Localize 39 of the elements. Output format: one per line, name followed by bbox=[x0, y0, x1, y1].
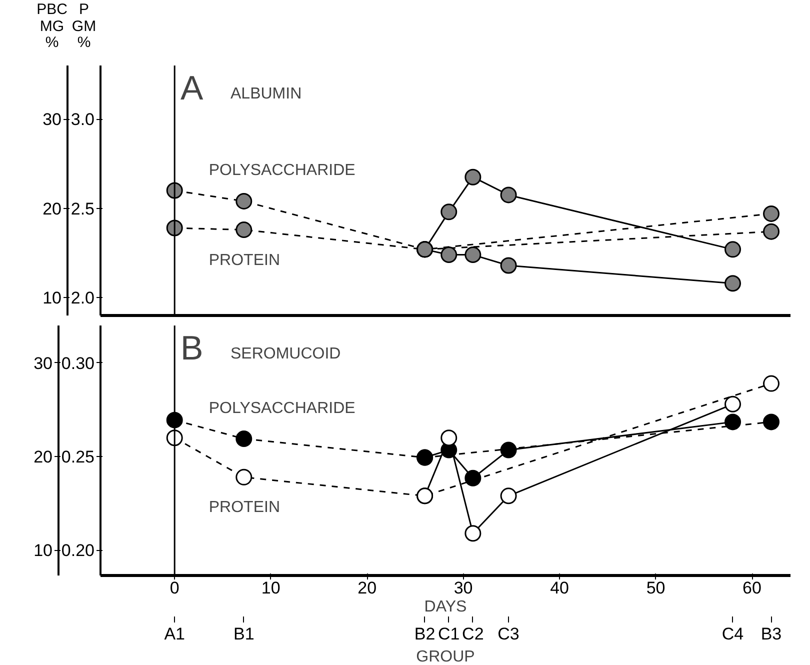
annotation: C2 bbox=[462, 624, 484, 644]
annotation: C3 bbox=[498, 624, 520, 644]
annotation: C1 bbox=[438, 624, 460, 644]
annotation: A1 bbox=[164, 624, 185, 644]
y-tick-label: 10 bbox=[34, 541, 53, 560]
ylabel: PBC MG % bbox=[36, 2, 68, 52]
annotation: B3 bbox=[760, 624, 782, 644]
chart-title: B bbox=[180, 330, 204, 368]
y2-tick-label: 0.20 bbox=[61, 541, 95, 560]
x-tick-label: 0 bbox=[170, 578, 180, 598]
x-tick-label: 40 bbox=[550, 578, 570, 598]
y2-tick-label: 0.30 bbox=[61, 354, 95, 373]
x-tick-label: 60 bbox=[742, 578, 762, 598]
annotation: B2 bbox=[414, 624, 436, 644]
y2-tick-label: 2.5 bbox=[70, 199, 95, 218]
text: SEROMUCOID bbox=[230, 346, 341, 362]
x-tick-label: 50 bbox=[646, 578, 666, 598]
series-label: PROTEIN bbox=[208, 499, 280, 516]
y2-tick-label: 2.0 bbox=[70, 288, 95, 308]
y-tick-label: 10 bbox=[42, 288, 62, 308]
series-label: POLYSACCHARIDE bbox=[208, 162, 356, 180]
annotation: B1 bbox=[233, 624, 254, 644]
x-tick-label: 10 bbox=[261, 578, 280, 598]
y-tick-label: 20 bbox=[34, 448, 53, 467]
x-tick-label: 30 bbox=[454, 578, 473, 598]
x2-axis-title: GROUP bbox=[416, 648, 475, 665]
annotation: C4 bbox=[722, 624, 744, 644]
text: ALBUMIN bbox=[230, 86, 302, 102]
series-label: PROTEIN bbox=[208, 252, 280, 269]
x-axis-title: DAYS bbox=[424, 598, 467, 616]
y-tick-label: 20 bbox=[42, 199, 62, 218]
chart-title: A bbox=[180, 70, 204, 108]
y2label: P GM % bbox=[72, 2, 96, 52]
series-label: POLYSACCHARIDE bbox=[208, 400, 356, 417]
y2-tick-label: 3.0 bbox=[70, 110, 95, 130]
y2-tick-label: 0.25 bbox=[61, 448, 95, 467]
y-tick-label: 30 bbox=[34, 354, 53, 373]
x-tick-label: 20 bbox=[358, 578, 377, 598]
y-tick-label: 30 bbox=[42, 110, 62, 130]
